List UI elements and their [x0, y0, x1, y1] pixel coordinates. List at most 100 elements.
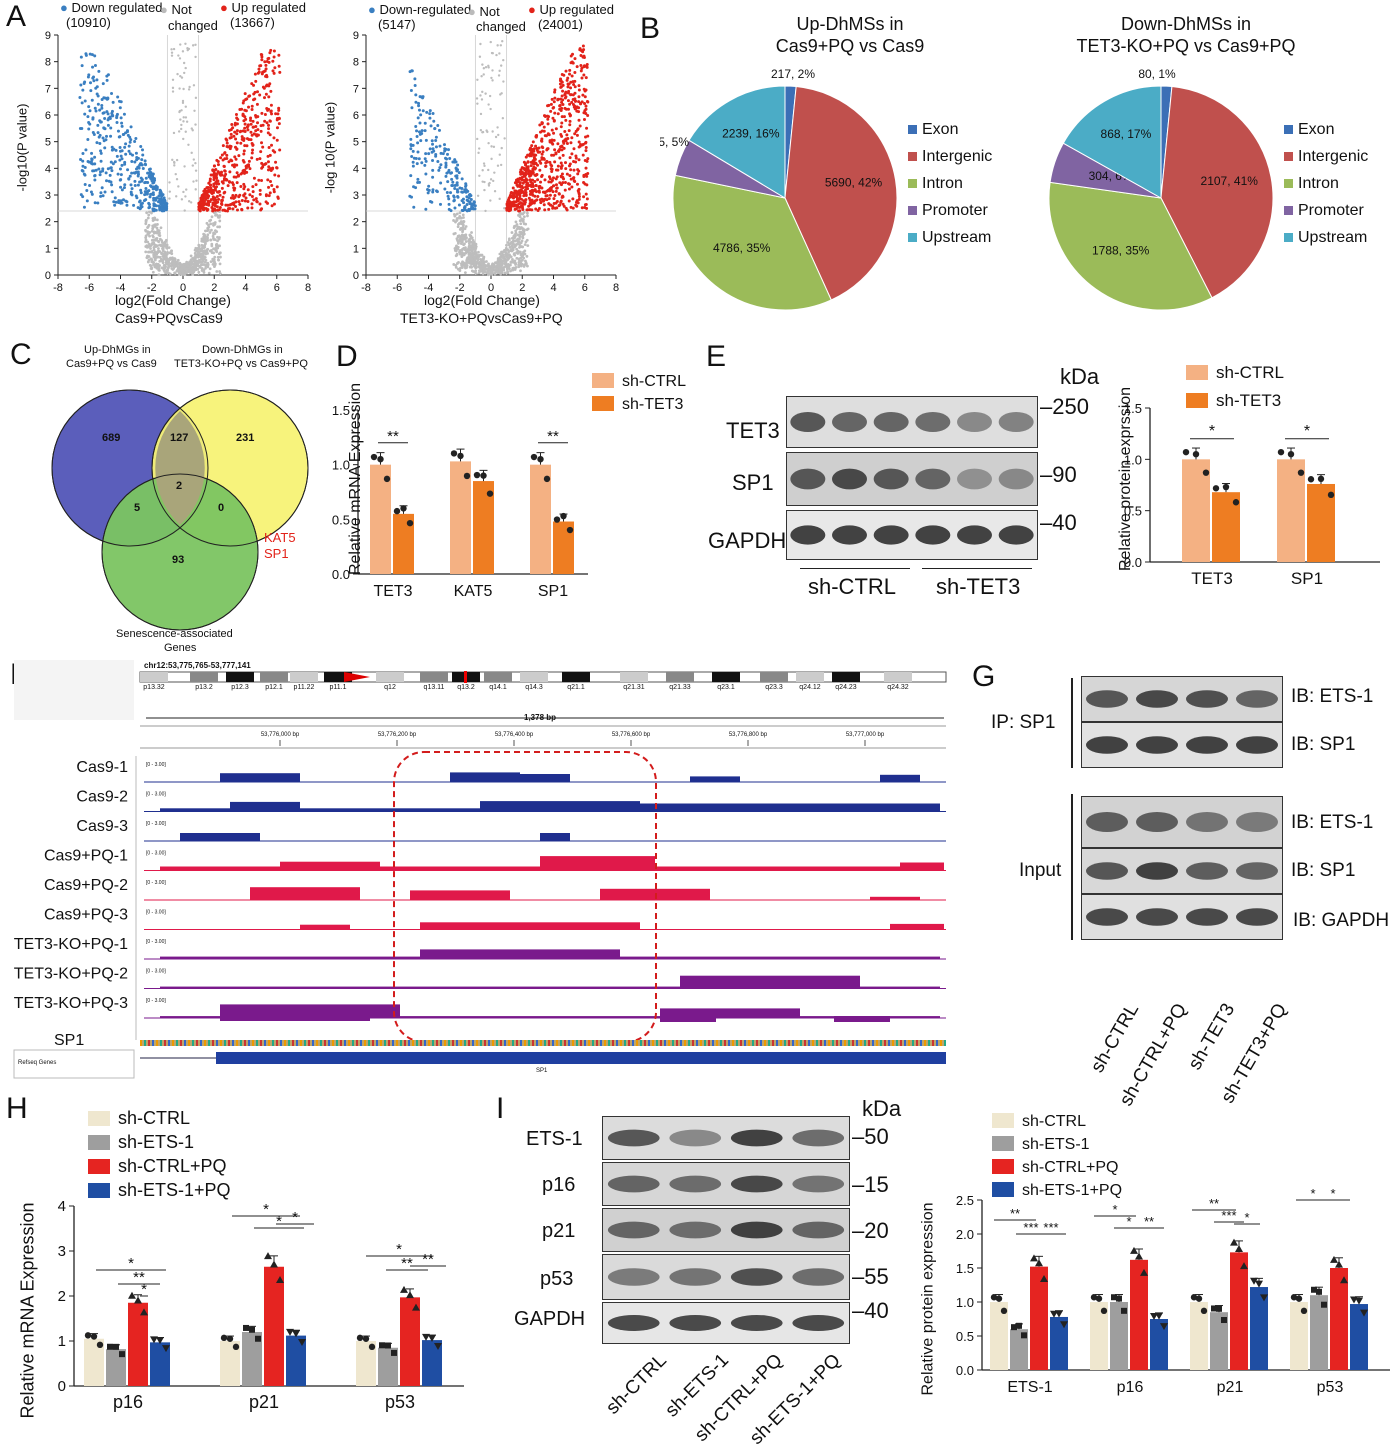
up-point [257, 178, 261, 182]
up-point [554, 168, 558, 172]
down-point [86, 115, 90, 119]
locus-marker [464, 671, 467, 683]
y-tick-label: 1.0 [956, 1295, 974, 1310]
blot-band [792, 1129, 845, 1147]
nc-point [180, 198, 184, 201]
sequence-base [184, 1040, 186, 1046]
down-point [143, 181, 147, 185]
nc-point [473, 248, 477, 252]
down-point [136, 156, 140, 160]
down-point [131, 153, 135, 157]
up-point [264, 92, 268, 96]
down-point [430, 139, 434, 143]
down-point [88, 52, 92, 56]
nc-point [163, 244, 166, 248]
blot-g-input-label: Input [1019, 860, 1062, 881]
blot-i-membrane-5 [602, 1302, 850, 1344]
sequence-base [392, 1040, 394, 1046]
blot-band [1236, 862, 1278, 880]
sequence-base [416, 1040, 418, 1046]
nc-point [206, 237, 209, 240]
sequence-base [688, 1040, 690, 1046]
data-point [1300, 1307, 1308, 1315]
nc-point [457, 242, 460, 245]
data-point [84, 1332, 92, 1339]
volcano-1-ylabel: -log10(P value) [14, 103, 30, 192]
sequence-base [320, 1040, 322, 1046]
up-point [250, 195, 254, 199]
sequence-base [356, 1040, 358, 1046]
nc-point [499, 44, 503, 47]
nc-point [506, 269, 510, 273]
nc-point [171, 78, 175, 81]
nc-point [184, 195, 187, 198]
down-point [134, 151, 138, 155]
up-point [201, 207, 205, 211]
up-point [216, 163, 220, 167]
down-point [463, 205, 467, 209]
data-point [377, 456, 384, 463]
data-point [450, 450, 458, 457]
sig-marker: * [396, 1241, 402, 1258]
down-point [439, 151, 443, 155]
nc-point [184, 42, 187, 45]
venn-count-c: 93 [172, 554, 185, 566]
down-point [423, 157, 427, 161]
up-point [522, 194, 526, 198]
nc-point [456, 267, 460, 271]
nc-point [490, 270, 493, 274]
blot-g-membrane-2 [1081, 722, 1283, 768]
up-point [212, 164, 216, 168]
blot-i-marker-5: –40 [852, 1298, 889, 1323]
down-point [90, 98, 94, 102]
nc-point [157, 239, 160, 243]
nc-point [473, 256, 477, 260]
nc-point [500, 250, 503, 254]
nc-point [454, 249, 458, 252]
down-point [114, 148, 118, 152]
down-point [414, 100, 418, 104]
nc-point [187, 261, 191, 265]
up-point [242, 182, 246, 186]
up-point [558, 148, 562, 152]
sequence-base [836, 1040, 838, 1046]
down-point [125, 130, 129, 134]
down-point [96, 201, 100, 205]
up-point [539, 161, 543, 165]
nc-point [150, 229, 154, 233]
sequence-base [448, 1040, 450, 1046]
legend-swatch-intron [1284, 179, 1293, 188]
up-point [543, 191, 547, 195]
nc-point [160, 266, 164, 270]
blot-band [792, 1175, 845, 1193]
down-point [421, 109, 425, 113]
up-point [253, 97, 257, 101]
blot-e-membrane-gapdh [786, 510, 1038, 560]
up-point [547, 115, 551, 119]
up-point [270, 167, 274, 171]
sequence-base [580, 1040, 582, 1046]
sequence-base [520, 1040, 522, 1046]
up-point [268, 133, 272, 137]
blot-band [1136, 690, 1178, 708]
up-point [235, 147, 239, 151]
down-point [110, 113, 114, 117]
volcano-1-up-n: (13667) [230, 15, 275, 30]
sig-marker: ** [547, 428, 559, 445]
up-point [530, 208, 534, 212]
up-point [225, 144, 229, 148]
nc-point [476, 194, 480, 197]
up-point [586, 100, 590, 104]
pie-slice-label: 4786, 35% [713, 241, 771, 255]
up-point [569, 54, 573, 58]
y-tick-label: 0.5 [956, 1329, 974, 1344]
igv-track-name-6: TET3-KO+PQ-1 [14, 936, 128, 953]
bar-p53-2 [1330, 1268, 1348, 1370]
sequence-base [724, 1040, 726, 1046]
nc-point [493, 171, 496, 174]
up-point [564, 206, 568, 210]
nc-point [149, 250, 152, 254]
nc-point [479, 42, 482, 46]
up-point [243, 129, 247, 133]
ideogram-band-label: q14.1 [489, 684, 507, 691]
